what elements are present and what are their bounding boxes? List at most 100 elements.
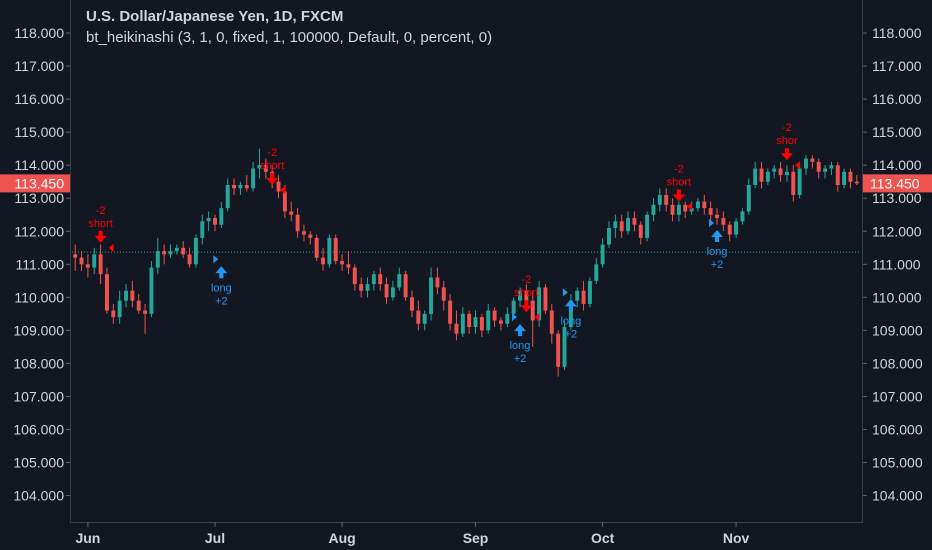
candle-body[interactable] (429, 277, 434, 314)
candle-body[interactable] (371, 274, 376, 285)
candle-body[interactable] (765, 171, 770, 182)
candle-body[interactable] (149, 267, 154, 314)
candle-body[interactable] (505, 313, 510, 324)
candle-body[interactable] (587, 280, 592, 304)
candle-body[interactable] (797, 168, 802, 195)
candle-body[interactable] (715, 214, 719, 219)
candle-body[interactable] (174, 247, 179, 252)
candle-body[interactable] (104, 274, 109, 311)
candle-body[interactable] (486, 310, 491, 331)
candle-body[interactable] (117, 300, 122, 318)
candle-body[interactable] (695, 201, 700, 209)
candle-body[interactable] (638, 224, 643, 238)
candle-body[interactable] (219, 208, 224, 225)
candle-body[interactable] (467, 313, 472, 328)
candle-body[interactable] (479, 317, 484, 331)
candle-body[interactable] (403, 274, 408, 298)
candle-body[interactable] (651, 204, 656, 215)
study-legend[interactable]: bt_heikinashi (3, 1, 0, fixed, 1, 100000… (86, 29, 493, 46)
candle-body[interactable] (124, 290, 128, 301)
candle-body[interactable] (727, 224, 732, 235)
candle-body[interactable] (206, 218, 211, 222)
candle-body[interactable] (213, 218, 217, 225)
candle-body[interactable] (645, 214, 650, 238)
candle-body[interactable] (607, 227, 611, 245)
candle-body[interactable] (333, 237, 338, 261)
candle-body[interactable] (657, 194, 662, 205)
candle-body[interactable] (422, 313, 427, 324)
candle-body[interactable] (295, 214, 300, 232)
candle-body[interactable] (321, 257, 325, 265)
candle-body[interactable] (543, 287, 548, 311)
candle-body[interactable] (518, 290, 522, 301)
candle-body[interactable] (289, 211, 294, 215)
candle-body[interactable] (143, 310, 148, 314)
candle-body[interactable] (365, 284, 370, 291)
candle-body[interactable] (848, 171, 853, 182)
candle-body[interactable] (854, 181, 859, 184)
candle-body[interactable] (759, 168, 764, 182)
candle-body[interactable] (835, 165, 840, 186)
candle-body[interactable] (537, 287, 542, 321)
candle-body[interactable] (498, 320, 503, 324)
candle-body[interactable] (200, 221, 205, 238)
candle-body[interactable] (314, 237, 319, 258)
candles-layer[interactable] (73, 148, 859, 377)
candle-body[interactable] (340, 261, 345, 265)
candle-body[interactable] (238, 185, 243, 189)
candle-body[interactable] (181, 247, 186, 255)
candle-body[interactable] (740, 211, 745, 222)
candle-body[interactable] (492, 310, 497, 321)
candle-body[interactable] (581, 290, 586, 304)
candle-body[interactable] (410, 297, 414, 311)
candle-body[interactable] (435, 277, 440, 288)
candle-body[interactable] (251, 168, 256, 189)
candle-body[interactable] (130, 290, 135, 301)
candle-body[interactable] (232, 185, 237, 189)
candle-body[interactable] (352, 267, 357, 285)
candle-body[interactable] (746, 185, 751, 212)
candle-body[interactable] (276, 181, 281, 192)
candle-body[interactable] (168, 251, 173, 255)
candle-body[interactable] (549, 310, 554, 334)
candle-body[interactable] (473, 317, 478, 328)
candle-body[interactable] (79, 257, 84, 265)
candle-body[interactable] (193, 237, 198, 265)
candle-body[interactable] (327, 237, 332, 265)
candle-body[interactable] (842, 171, 847, 186)
candle-body[interactable] (664, 194, 669, 205)
candle-body[interactable] (772, 168, 777, 172)
candle-body[interactable] (111, 310, 116, 318)
candle-body[interactable] (778, 168, 783, 176)
candle-body[interactable] (829, 165, 834, 169)
candle-body[interactable] (390, 287, 395, 298)
candle-body[interactable] (282, 191, 287, 212)
candle-body[interactable] (460, 313, 465, 334)
candle-body[interactable] (98, 254, 103, 275)
candle-body[interactable] (626, 218, 631, 232)
candle-body[interactable] (804, 158, 808, 169)
candle-body[interactable] (416, 310, 421, 324)
candle-body[interactable] (816, 161, 821, 172)
candle-body[interactable] (378, 274, 383, 285)
candle-body[interactable] (784, 171, 789, 176)
candle-body[interactable] (511, 300, 516, 314)
candle-body[interactable] (575, 290, 580, 301)
candle-body[interactable] (721, 218, 726, 225)
candle-body[interactable] (257, 165, 262, 169)
candle-body[interactable] (753, 168, 758, 186)
candle-body[interactable] (823, 168, 828, 172)
candle-body[interactable] (632, 218, 637, 225)
candle-body[interactable] (301, 231, 306, 235)
candle-body[interactable] (441, 287, 446, 301)
candle-body[interactable] (594, 264, 599, 281)
candle-body[interactable] (568, 300, 573, 328)
candle-body[interactable] (530, 300, 535, 321)
candle-body[interactable] (810, 158, 815, 162)
candle-body[interactable] (619, 221, 624, 232)
candle-body[interactable] (244, 185, 249, 189)
candle-body[interactable] (225, 185, 230, 209)
candle-body[interactable] (702, 201, 707, 209)
candle-body[interactable] (556, 333, 561, 367)
